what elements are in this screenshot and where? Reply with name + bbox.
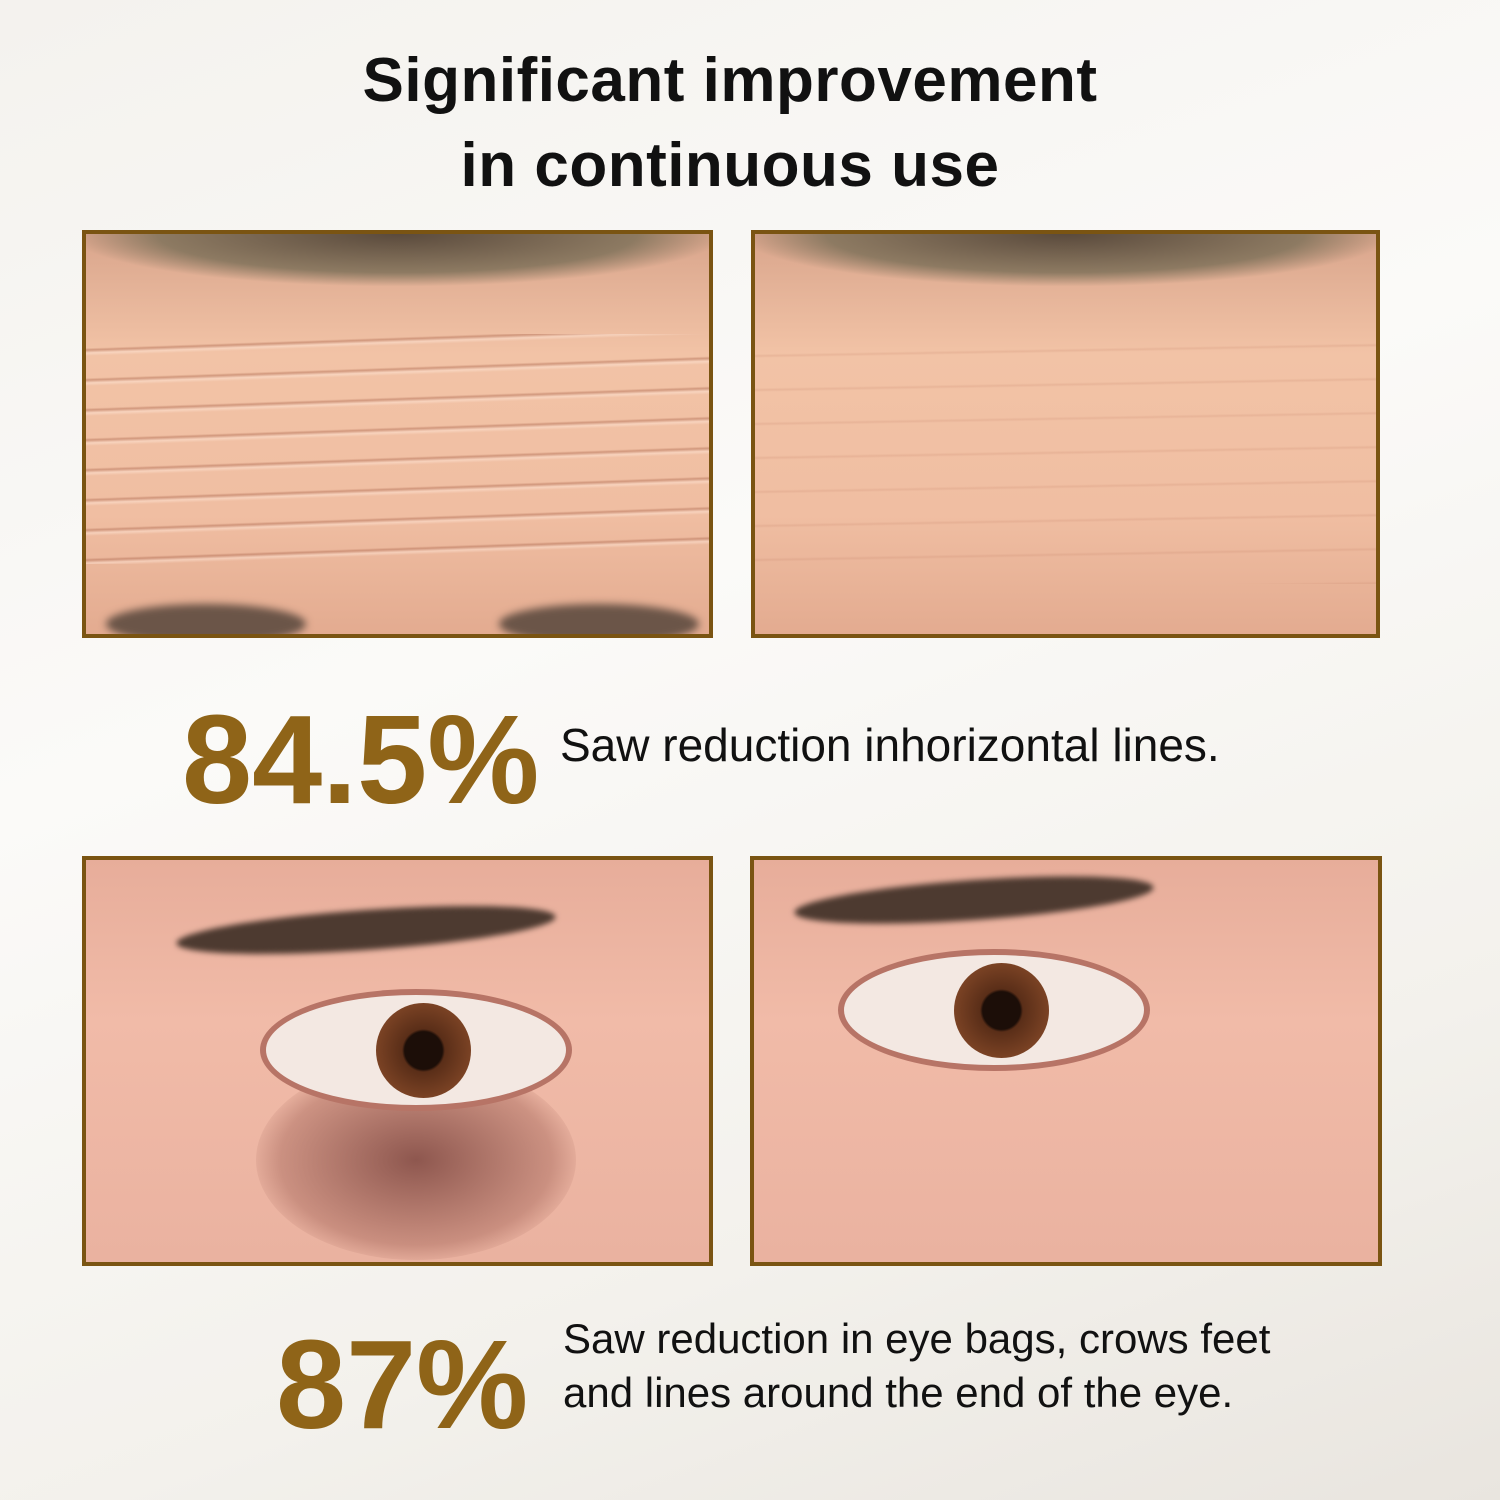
horizontal-lines-description: Saw reduction inhorizontal lines. (560, 719, 1220, 771)
eye-area-description-line-2: and lines around the end of the eye. (563, 1369, 1234, 1416)
forehead-after-photo (751, 230, 1380, 638)
headline-line-1: Significant improvement (362, 46, 1098, 115)
headline-line-2: in continuous use (460, 131, 1000, 200)
eye-area-description-line-1: Saw reduction in eye bags, crows feet (563, 1315, 1271, 1362)
forehead-before-photo (82, 230, 713, 638)
horizontal-lines-percent: 84.5% (182, 689, 540, 830)
eye-before-photo (82, 856, 713, 1266)
eye-after-photo (750, 856, 1382, 1266)
eye-area-percent: 87% (276, 1314, 529, 1455)
